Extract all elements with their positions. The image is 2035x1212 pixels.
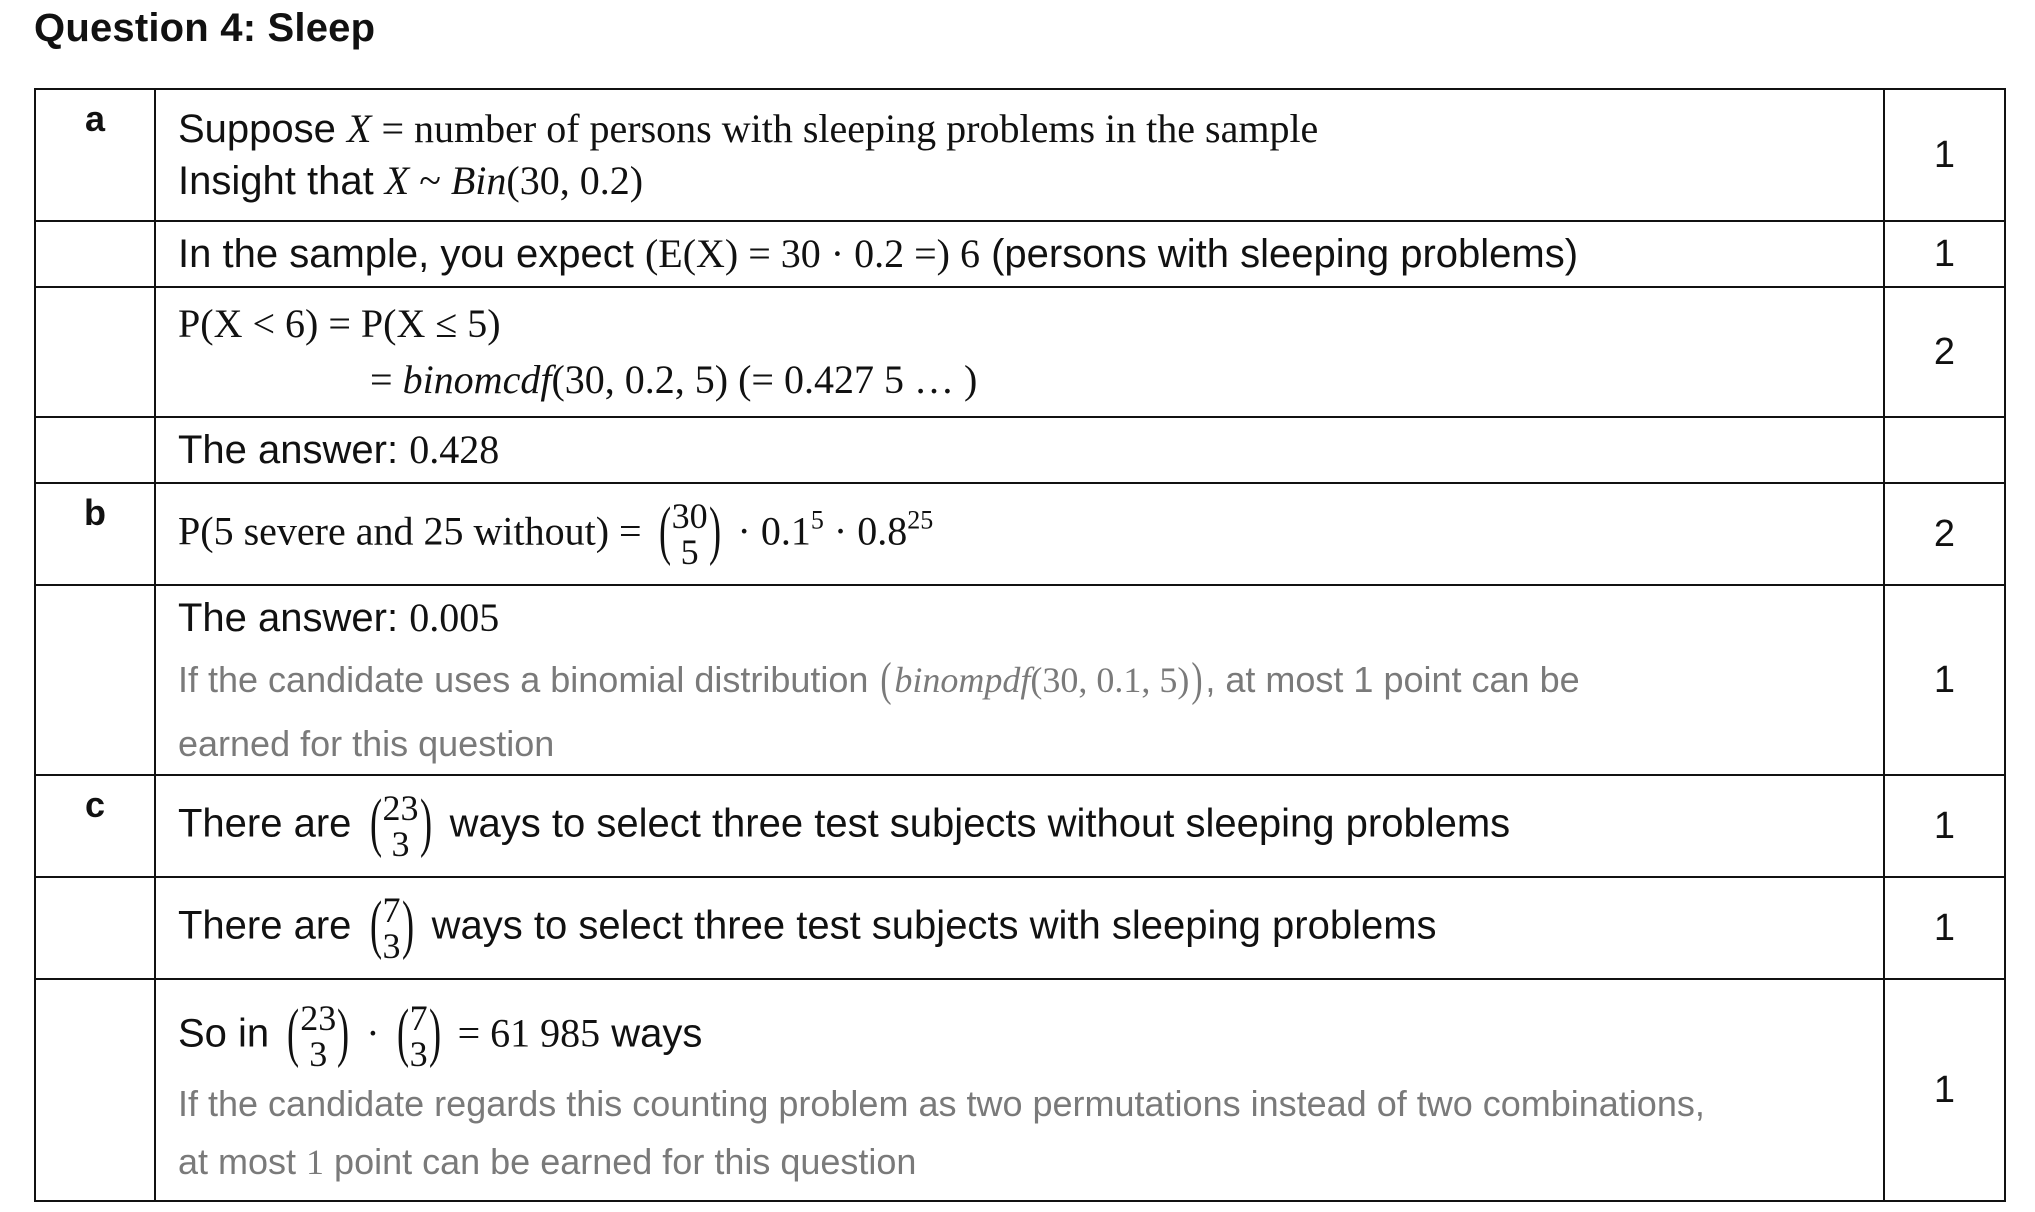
part-label: c bbox=[34, 774, 156, 878]
table-row: a Suppose X = number of persons with sle… bbox=[34, 88, 2006, 222]
criterion-text: There are (23 3) ways to select three tes… bbox=[154, 774, 1885, 878]
part-label bbox=[34, 416, 156, 484]
table-row: P(X < 6) = P(X ≤ 5) = binomcdf(30, 0.2, … bbox=[34, 286, 2006, 418]
table-row: The answer: 0.005 If the candidate uses … bbox=[34, 584, 2006, 776]
part-label bbox=[34, 978, 156, 1202]
grading-note: at most 1 point can be earned for this q… bbox=[178, 1141, 917, 1182]
answer-text: The answer: 0.005 If the candidate uses … bbox=[154, 584, 1885, 776]
points-value: 2 bbox=[1883, 482, 2006, 586]
part-label: a bbox=[34, 88, 156, 222]
criterion-text: So in (23 3) · (7 3) = 61 985 ways If the … bbox=[154, 978, 1885, 1202]
criterion-text: There are (7 3) ways to select three test… bbox=[154, 876, 1885, 980]
criterion-text: P(X < 6) = P(X ≤ 5) = binomcdf(30, 0.2, … bbox=[154, 286, 1885, 418]
table-row: In the sample, you expect (E(X) = 30 · 0… bbox=[34, 220, 2006, 288]
grading-note: If the candidate regards this counting p… bbox=[178, 1083, 1705, 1124]
criterion-text: P(5 severe and 25 without) = (30 5) · 0.1… bbox=[154, 482, 1885, 586]
answer-text: The answer: 0.428 bbox=[154, 416, 1885, 484]
points-value: 1 bbox=[1883, 876, 2006, 980]
grading-note: If the candidate uses a binomial distrib… bbox=[178, 653, 1580, 706]
binomial-coefficient: (7 3) bbox=[396, 996, 441, 1074]
binomial-coefficient: (30 5) bbox=[658, 494, 721, 572]
part-label bbox=[34, 286, 156, 418]
points-value: 1 bbox=[1883, 584, 2006, 776]
question-title: Question 4: Sleep bbox=[34, 6, 376, 50]
binomial-coefficient: (7 3) bbox=[369, 888, 414, 966]
scoring-rubric-table: a Suppose X = number of persons with sle… bbox=[34, 88, 2006, 1202]
criterion-text: In the sample, you expect (E(X) = 30 · 0… bbox=[154, 220, 1885, 288]
table-row: The answer: 0.428 bbox=[34, 416, 2006, 484]
part-label bbox=[34, 220, 156, 288]
table-row: b P(5 severe and 25 without) = (30 5) · 0… bbox=[34, 482, 2006, 586]
table-row: There are (7 3) ways to select three test… bbox=[34, 876, 2006, 980]
part-label bbox=[34, 584, 156, 776]
binomial-coefficient: (23 3) bbox=[287, 996, 350, 1074]
table-row: So in (23 3) · (7 3) = 61 985 ways If the … bbox=[34, 978, 2006, 1202]
points-value: 2 bbox=[1883, 286, 2006, 418]
binomial-coefficient: (23 3) bbox=[369, 786, 432, 864]
points-value bbox=[1883, 416, 2006, 484]
points-value: 1 bbox=[1883, 88, 2006, 222]
points-value: 1 bbox=[1883, 978, 2006, 1202]
criterion-text: Suppose X = number of persons with sleep… bbox=[154, 88, 1885, 222]
points-value: 1 bbox=[1883, 220, 2006, 288]
table-row: c There are (23 3) ways to select three t… bbox=[34, 774, 2006, 878]
part-label bbox=[34, 876, 156, 980]
points-value: 1 bbox=[1883, 774, 2006, 878]
part-label: b bbox=[34, 482, 156, 586]
